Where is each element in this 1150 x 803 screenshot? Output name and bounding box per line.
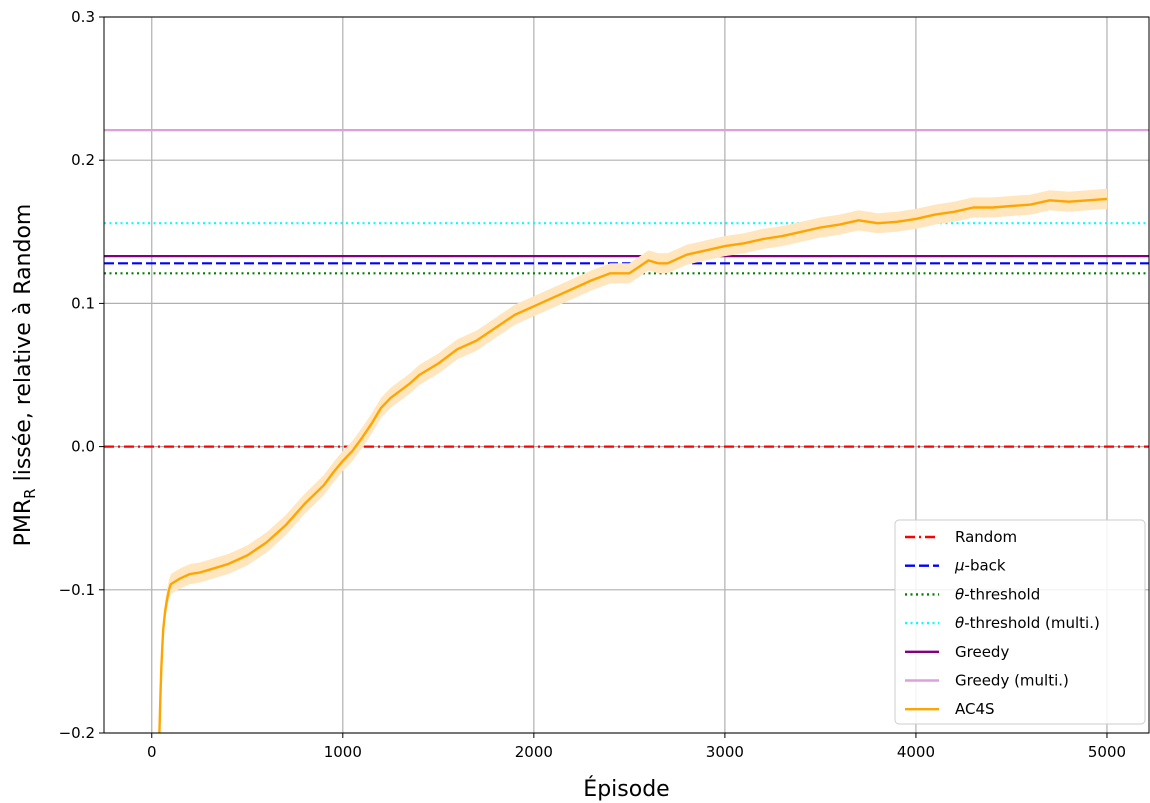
ticks: 0 1000 2000 3000 4000 5000 −0.2 −0.1 0.0 0.1 0.2 0.… <box>59 8 1127 761</box>
y-axis-title: PMRR lissée, relative à Random <box>11 204 39 547</box>
y-tick-label: −0.1 <box>59 581 95 599</box>
baseline-lines <box>104 129 1149 448</box>
y-axis-title-rest: lissée, relative à Random <box>11 204 36 489</box>
x-tick-label: 3000 <box>706 743 744 761</box>
legend-box <box>894 519 1146 725</box>
y-tick-label: 0.2 <box>71 151 95 169</box>
legend-label: Greedy <box>955 643 1009 661</box>
plot-frame <box>103 16 1150 734</box>
legend-label: Random <box>955 528 1017 546</box>
y-tick-label: −0.2 <box>59 724 95 742</box>
y-axis-title-subscript: R <box>21 488 39 498</box>
series-line-ac4s <box>158 197 1108 734</box>
x-tick-label: 0 <box>147 743 157 761</box>
legend-label: μ-back <box>954 557 1006 575</box>
x-tick-label: 4000 <box>897 743 935 761</box>
series-layer <box>158 188 1108 734</box>
x-tick-label: 1000 <box>324 743 362 761</box>
y-tick-label: 0.3 <box>71 8 95 26</box>
legend-label: AC4S <box>955 700 995 718</box>
series-band-ac4s <box>159 188 1107 734</box>
y-tick-label: 0.0 <box>71 438 95 456</box>
y-tick-label: 0.1 <box>71 294 95 312</box>
legend-label: θ-threshold <box>955 585 1040 603</box>
x-tick-label: 2000 <box>515 743 553 761</box>
x-tick-label: 5000 <box>1088 743 1126 761</box>
x-axis-title: Épisode <box>583 776 669 802</box>
legend-label: Greedy (multi.) <box>955 672 1069 690</box>
y-axis-title-main: PMR <box>11 499 36 547</box>
legend-label: θ-threshold (multi.) <box>955 614 1100 632</box>
legend: Random μ-back θ-threshold θ-threshold (mult… <box>894 519 1146 725</box>
